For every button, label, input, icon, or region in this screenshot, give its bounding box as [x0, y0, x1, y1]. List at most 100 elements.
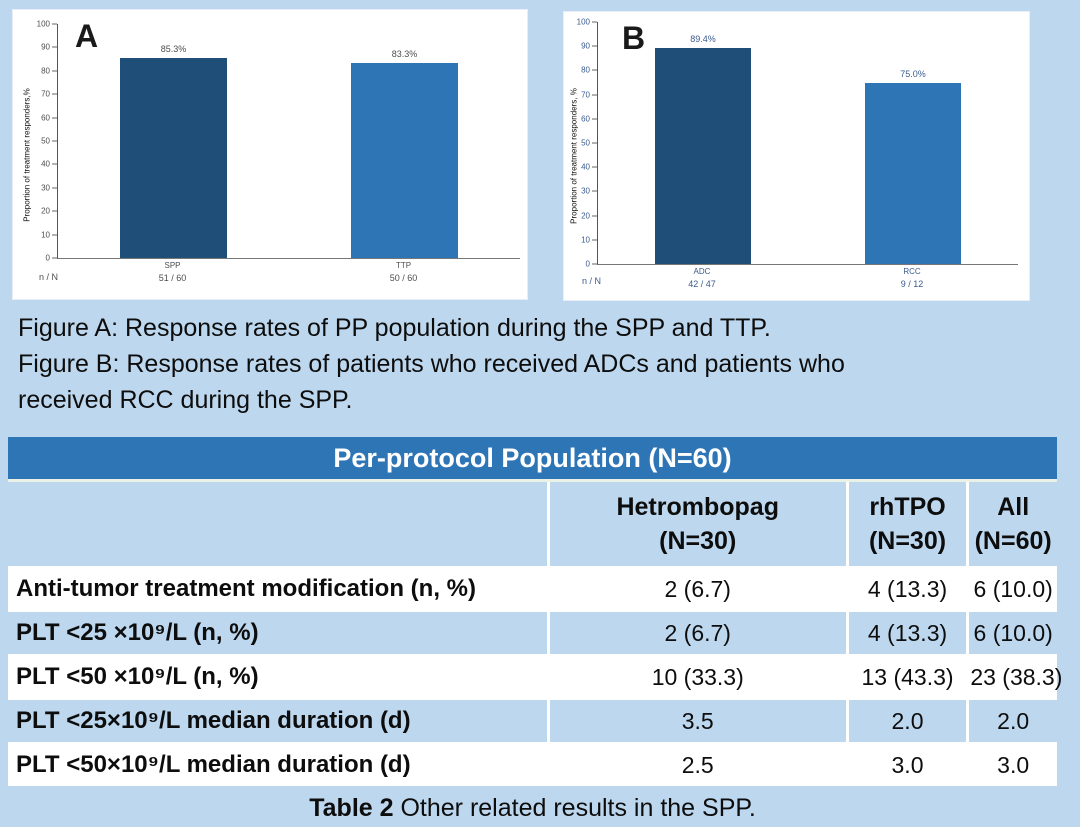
n-over-n-value: 42 / 47 — [688, 279, 716, 289]
plot-area-b: 89.4% 75.0% — [597, 22, 1018, 265]
row-label: PLT <50×10⁹/L median duration (d) — [16, 751, 411, 778]
cell-value: 6 (10.0) — [966, 567, 1057, 611]
cell-value: 3.0 — [966, 743, 1057, 786]
y-tick-50: 50 — [581, 139, 597, 148]
cell-value: 2 (6.7) — [546, 567, 848, 611]
table-caption: Table 2 Other related results in the SPP… — [8, 794, 1057, 823]
y-tick-0: 0 — [46, 254, 57, 263]
table-row: PLT <50 ×10⁹/L (n, %) 10 (33.3) 13 (43.3) 2… — [8, 655, 1062, 699]
column-header-rhtpo: rhTPO (N=30) — [845, 480, 968, 567]
bar-value-label: 89.4% — [690, 33, 716, 44]
y-tick-30: 30 — [41, 183, 57, 192]
y-tick-40: 40 — [41, 160, 57, 169]
bar-value-label: 83.3% — [391, 49, 418, 60]
plot-area-a: 85.3% 83.3% — [57, 24, 520, 259]
table-row: PLT <50×10⁹/L median duration (d) 2.5 3.0 3… — [8, 743, 1057, 786]
panel-letter-a: A — [75, 18, 99, 54]
table-row: PLT <25×10⁹/L median duration (d) 3.5 2.0 2… — [8, 699, 1057, 743]
cell-value: 23 (38.3) — [966, 655, 1062, 699]
column-header-empty — [8, 480, 549, 567]
n-over-n-prefix-b: n / N — [582, 276, 602, 286]
y-tick-60: 60 — [581, 114, 597, 123]
n-over-n-value: 50 / 60 — [389, 273, 418, 283]
cell-value: 3.0 — [845, 743, 968, 786]
row-label: PLT <25×10⁹/L median duration (d) — [16, 707, 411, 734]
row-label: PLT <25 ×10⁹/L (n, %) — [16, 619, 259, 646]
table-title-row: Per-protocol Population (N=60) — [8, 437, 1057, 482]
x-label-spp: SPP 51 / 60 — [103, 260, 242, 285]
y-tick-10: 10 — [41, 230, 57, 239]
bar-adc: 89.4% — [654, 22, 752, 264]
y-tick-90: 90 — [581, 42, 597, 51]
bar-chart-figure-b: B Proportion of treatment responders, % … — [564, 12, 1029, 300]
cell-value: 10 (33.3) — [546, 655, 848, 699]
panel-letter-b: B — [622, 20, 646, 56]
bar-rcc: 75.0% — [864, 22, 962, 264]
results-table-section: Per-protocol Population (N=60) Hetrombop… — [8, 437, 1062, 823]
y-tick-100: 100 — [37, 20, 57, 29]
cell-value: 2 (6.7) — [546, 611, 848, 655]
category-label: SPP — [164, 261, 181, 270]
y-tick-100: 100 — [577, 18, 597, 27]
table-row: Anti-tumor treatment modification (n, %)… — [8, 567, 1057, 611]
n-over-n-prefix-a: n / N — [39, 272, 59, 282]
y-tick-70: 70 — [581, 90, 597, 99]
figure-captions: Figure A: Response rates of PP populatio… — [18, 310, 934, 418]
table-row: PLT <25 ×10⁹/L (n, %) 2 (6.7) 4 (13.3) 6 (1… — [8, 611, 1057, 655]
x-label-ttp: TTP 50 / 60 — [334, 260, 473, 285]
category-label: TTP — [395, 261, 412, 270]
bars-b: 89.4% 75.0% — [598, 22, 1018, 264]
bar-chart-figure-a: A Proportion of treatment responders,% 1… — [13, 10, 527, 299]
results-table: Per-protocol Population (N=60) Hetrombop… — [8, 437, 1062, 786]
y-tick-10: 10 — [581, 235, 597, 244]
y-tick-80: 80 — [581, 66, 597, 75]
y-tick-30: 30 — [581, 187, 597, 196]
y-tick-60: 60 — [41, 113, 57, 122]
y-axis-ticks-a: 100 90 80 70 60 50 40 30 20 10 0 — [13, 20, 57, 263]
row-label: PLT <50 ×10⁹/L (n, %) — [16, 663, 259, 690]
x-label-rcc: RCC 9 / 12 — [849, 266, 975, 291]
category-label: ADC — [693, 267, 711, 276]
cell-value: 3.5 — [546, 699, 848, 743]
bar-rect — [120, 58, 227, 258]
n-over-n-value: 9 / 12 — [900, 279, 924, 289]
cell-value: 2.0 — [845, 699, 968, 743]
bar-spp: 85.3% — [120, 24, 227, 258]
y-tick-40: 40 — [581, 163, 597, 172]
y-tick-50: 50 — [41, 137, 57, 146]
bar-rect — [351, 63, 458, 258]
row-label: Anti-tumor treatment modification (n, %) — [16, 575, 476, 602]
category-label: RCC — [903, 267, 921, 276]
bars-a: 85.3% 83.3% — [58, 24, 520, 258]
table-title: Per-protocol Population (N=60) — [8, 437, 1057, 482]
x-label-adc: ADC 42 / 47 — [639, 266, 765, 291]
column-header-row: Hetrombopag (N=30) rhTPO (N=30) All (N=60) — [8, 480, 1057, 567]
bar-rect — [864, 82, 962, 264]
bar-rect — [654, 47, 752, 264]
cell-value: 2.0 — [966, 699, 1057, 743]
y-tick-80: 80 — [41, 66, 57, 75]
cell-value: 4 (13.3) — [845, 567, 968, 611]
table-caption-number: Table 2 — [309, 794, 394, 822]
x-axis-labels-b: ADC 42 / 47 RCC 9 / 12 — [597, 266, 1017, 291]
y-axis-ticks-b: 100 90 80 70 60 50 40 30 20 10 0 — [564, 18, 597, 269]
y-tick-0: 0 — [586, 260, 597, 269]
cell-value: 13 (43.3) — [845, 655, 968, 699]
cell-value: 6 (10.0) — [966, 611, 1057, 655]
column-header-all: All (N=60) — [966, 480, 1057, 567]
cell-value: 4 (13.3) — [845, 611, 968, 655]
n-over-n-value: 51 / 60 — [158, 273, 187, 283]
y-tick-20: 20 — [581, 211, 597, 220]
figure-a-caption: Figure A: Response rates of PP populatio… — [18, 314, 771, 342]
cell-value: 2.5 — [546, 743, 848, 786]
x-axis-labels-a: SPP 51 / 60 TTP 50 / 60 — [57, 260, 519, 285]
column-header-hetrombopag: Hetrombopag (N=30) — [546, 480, 848, 567]
y-tick-90: 90 — [41, 43, 57, 52]
figure-b-caption: Figure B: Response rates of patients who… — [18, 350, 845, 414]
bar-value-label: 85.3% — [160, 44, 187, 55]
y-tick-70: 70 — [41, 90, 57, 99]
bar-ttp: 83.3% — [351, 24, 458, 258]
table-caption-text: Other related results in the SPP. — [393, 794, 756, 822]
bar-value-label: 75.0% — [900, 68, 926, 79]
